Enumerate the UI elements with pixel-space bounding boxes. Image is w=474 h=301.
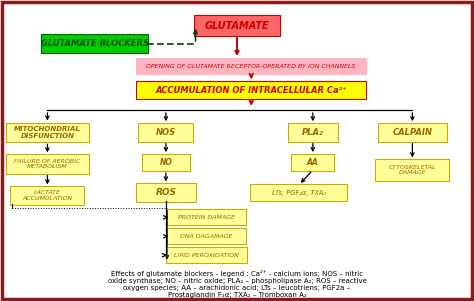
Text: CALPAIN: CALPAIN — [392, 128, 432, 137]
Text: ROS: ROS — [155, 188, 176, 197]
Text: LACTATE
ACCUMULATION: LACTATE ACCUMULATION — [22, 190, 73, 201]
FancyBboxPatch shape — [291, 154, 334, 171]
FancyBboxPatch shape — [138, 123, 193, 141]
Text: NO: NO — [159, 158, 173, 167]
FancyBboxPatch shape — [142, 154, 190, 171]
FancyBboxPatch shape — [10, 187, 84, 205]
FancyBboxPatch shape — [378, 123, 447, 141]
FancyBboxPatch shape — [136, 183, 196, 202]
FancyBboxPatch shape — [165, 247, 246, 263]
Text: LTs, PGF₂α, TXA₂: LTs, PGF₂α, TXA₂ — [272, 190, 326, 196]
Text: LIPID PEROXIDATION: LIPID PEROXIDATION — [174, 253, 238, 258]
Text: DNA DAGAMAGE: DNA DAGAMAGE — [180, 234, 232, 239]
FancyBboxPatch shape — [288, 123, 338, 141]
FancyBboxPatch shape — [167, 209, 246, 225]
FancyBboxPatch shape — [194, 15, 280, 36]
Text: NOS: NOS — [156, 128, 176, 137]
FancyBboxPatch shape — [41, 34, 148, 53]
FancyBboxPatch shape — [6, 154, 89, 174]
FancyBboxPatch shape — [136, 81, 366, 99]
Text: CYTOSKELETAL
DAMAGE: CYTOSKELETAL DAMAGE — [389, 165, 436, 175]
Text: AA: AA — [307, 158, 319, 167]
FancyBboxPatch shape — [375, 160, 449, 181]
Text: Effects of glutamate blockers - legend : Ca²⁺ - calcium ions; NOS – nitric
oxide: Effects of glutamate blockers - legend :… — [108, 270, 366, 299]
FancyBboxPatch shape — [136, 58, 366, 74]
Text: GLUTAMATE: GLUTAMATE — [205, 20, 269, 31]
FancyBboxPatch shape — [250, 184, 347, 201]
Text: PROTEIN DAMAGE: PROTEIN DAMAGE — [178, 215, 235, 220]
FancyBboxPatch shape — [2, 2, 472, 299]
Text: OPENING OF GLUTAMATE RECEPTOR-OPERATED BY ION CHANNELS: OPENING OF GLUTAMATE RECEPTOR-OPERATED B… — [146, 64, 356, 69]
Text: FAILURE OF AEROBIC
METABOLISM: FAILURE OF AEROBIC METABOLISM — [14, 159, 81, 169]
Text: MITOCHONDRIAL
DISFUNCTION: MITOCHONDRIAL DISFUNCTION — [14, 126, 81, 139]
FancyBboxPatch shape — [6, 123, 89, 142]
FancyBboxPatch shape — [167, 228, 246, 244]
Text: ACCUMULATION OF INTRACELLULAR Ca²⁺: ACCUMULATION OF INTRACELLULAR Ca²⁺ — [155, 86, 347, 95]
Text: GLUTAMATE BLOCKERS: GLUTAMATE BLOCKERS — [41, 39, 149, 48]
Text: PLA₂: PLA₂ — [302, 128, 324, 137]
